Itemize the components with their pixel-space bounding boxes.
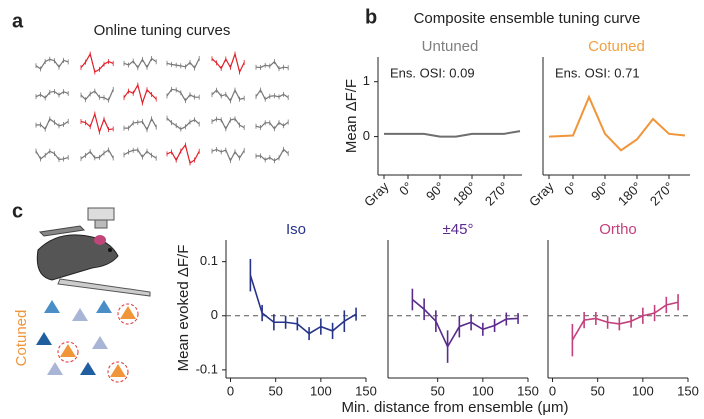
y-tick-label: 0	[211, 307, 218, 322]
x-tick-label: 0°	[561, 179, 580, 198]
x-tick-label: 100	[632, 383, 654, 398]
x-tick-label: 0	[549, 383, 556, 398]
y-axis-label: Mean evoked ΔF/F	[175, 245, 192, 372]
y-tick-label: 0	[363, 128, 370, 143]
tuning-trace	[211, 118, 245, 131]
tuning-trace	[211, 148, 245, 163]
tuning-trace	[255, 88, 289, 101]
y-tick-label: 1	[363, 73, 370, 88]
tuning-trace	[166, 117, 200, 130]
subplot-title: Ortho	[599, 221, 637, 238]
series-line	[411, 298, 519, 349]
tuning-trace	[123, 117, 157, 132]
subplot-title: ±45°	[443, 221, 474, 238]
tuning-trace	[255, 60, 289, 70]
annotation: Ens. OSI: 0.71	[555, 65, 640, 80]
tuning-trace	[35, 58, 69, 70]
x-tick-label: 0°	[396, 179, 415, 198]
tuning-trace	[211, 88, 245, 103]
x-tick-label: 270°	[647, 179, 677, 209]
tuning-trace	[35, 118, 69, 131]
x-tick-label: Gray	[526, 179, 557, 210]
panel-label: c	[12, 200, 23, 222]
panel-label: a	[12, 10, 24, 32]
tuning-trace	[123, 57, 157, 69]
tuning-trace	[35, 90, 69, 99]
x-tick-label: 100	[310, 383, 332, 398]
legend-label: Cotuned	[13, 310, 30, 367]
series-line	[571, 301, 679, 341]
series-line	[548, 94, 686, 152]
x-tick-label: 50	[430, 383, 444, 398]
subplot-title: Untuned	[422, 38, 479, 55]
x-tick-label: Gray	[361, 179, 392, 210]
tuning-trace	[166, 143, 200, 164]
tuning-trace	[80, 89, 114, 101]
tuning-trace	[80, 52, 114, 73]
x-tick-label: 150	[677, 383, 699, 398]
tuning-trace	[166, 88, 200, 102]
annotation: Ens. OSI: 0.09	[390, 65, 475, 80]
tuning-trace	[123, 149, 157, 159]
ensemble-icon	[36, 300, 139, 383]
panel-label: b	[365, 6, 377, 28]
tuning-trace	[80, 111, 114, 135]
panel-title: Online tuning curves	[94, 22, 231, 39]
tuning-trace	[35, 150, 69, 161]
x-tick-label: 50	[590, 383, 604, 398]
tuning-trace	[255, 148, 289, 162]
panel-title: Composite ensemble tuning curve	[414, 10, 641, 27]
y-axis-label: Mean ΔF/F	[343, 79, 360, 153]
x-tick-label: 180°	[450, 179, 480, 209]
x-tick-label: 100	[472, 383, 494, 398]
series-line	[249, 274, 357, 335]
x-tick-label: 270°	[482, 179, 512, 209]
x-tick-label: 90°	[423, 179, 448, 204]
tuning-trace	[123, 83, 157, 106]
x-tick-label: 0	[227, 383, 234, 398]
x-tick-label: 150	[355, 383, 377, 398]
mouse-illustration	[36, 207, 151, 297]
subplot-title: Iso	[286, 221, 306, 238]
tuning-trace	[166, 58, 200, 70]
series-line	[384, 130, 521, 138]
y-tick-label: 0.1	[200, 253, 218, 268]
tuning-trace	[80, 149, 114, 160]
y-tick-label: -0.1	[196, 361, 218, 376]
tuning-trace	[211, 51, 245, 74]
x-tick-label: 150	[517, 383, 539, 398]
x-tick-label: 90°	[588, 179, 613, 204]
x-tick-label: 50	[268, 383, 282, 398]
x-tick-label: 180°	[615, 179, 645, 209]
x-axis-label: Min. distance from ensemble (μm)	[341, 399, 568, 416]
subplot-title: Cotuned	[588, 38, 645, 55]
tuning-trace	[255, 121, 289, 130]
